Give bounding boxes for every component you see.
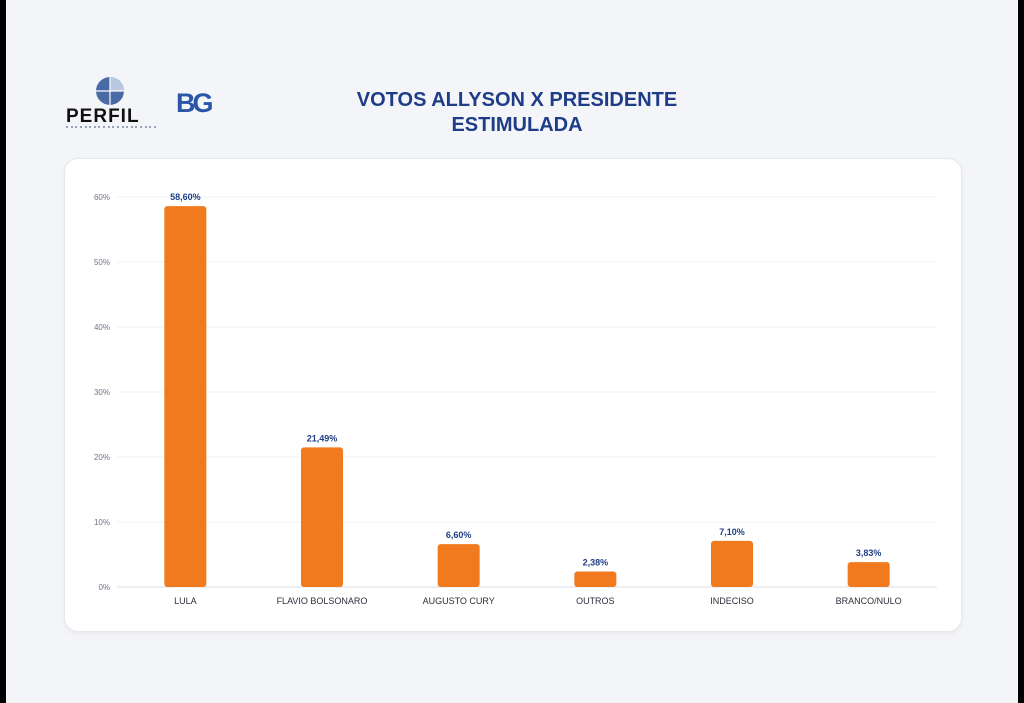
y-tick-label: 0% — [98, 583, 110, 592]
data-label: 2,38% — [583, 558, 609, 568]
x-tick-label: FLAVIO BOLSONARO — [277, 596, 368, 606]
perfil-wordmark: PERFIL — [66, 106, 140, 127]
report-page: PERFIL BG VOTOS ALLYSON X PRESIDENTE EST… — [6, 0, 1018, 703]
perfil-logo: PERFIL — [66, 76, 158, 132]
data-label: 7,10% — [719, 527, 745, 537]
perfil-globe-icon — [96, 77, 124, 105]
bar-chart: 0% 10% 20% 30% 40% 50% 60% 58,60% LULA 21,49% FLAV… — [94, 192, 937, 606]
y-tick-label: 20% — [94, 453, 110, 462]
data-label: 21,49% — [307, 433, 338, 443]
x-tick-label: INDECISO — [710, 596, 754, 606]
chart-title: VOTOS ALLYSON X PRESIDENTE ESTIMULADA — [256, 88, 778, 138]
y-tick-label: 30% — [94, 388, 110, 397]
perfil-tagline-mark — [66, 126, 156, 128]
bar — [301, 447, 343, 587]
y-tick-label: 60% — [94, 193, 110, 202]
data-label: 58,60% — [170, 192, 201, 202]
chart-title-line-1: VOTOS ALLYSON X PRESIDENTE — [356, 89, 678, 111]
x-tick-label: BRANCO/NULO — [836, 596, 902, 606]
y-tick-label: 40% — [94, 323, 110, 332]
y-tick-label: 50% — [94, 258, 110, 267]
y-tick-label: 10% — [94, 518, 110, 527]
bar — [437, 544, 480, 587]
bg-logo: BG — [176, 88, 213, 118]
x-tick-label: AUGUSTO CURY — [423, 596, 495, 606]
chart-title-line-2: ESTIMULADA — [451, 114, 583, 136]
bar — [847, 562, 890, 587]
bar — [574, 571, 617, 587]
x-tick-label: OUTROS — [576, 596, 615, 606]
bar — [164, 206, 207, 587]
data-label: 6,60% — [446, 530, 472, 540]
x-tick-label: LULA — [174, 596, 197, 606]
bar — [711, 540, 753, 587]
data-label: 3,83% — [856, 548, 882, 558]
chart-card: 0% 10% 20% 30% 40% 50% 60% 58,60% LULA 21,49% FLAV… — [64, 158, 962, 632]
